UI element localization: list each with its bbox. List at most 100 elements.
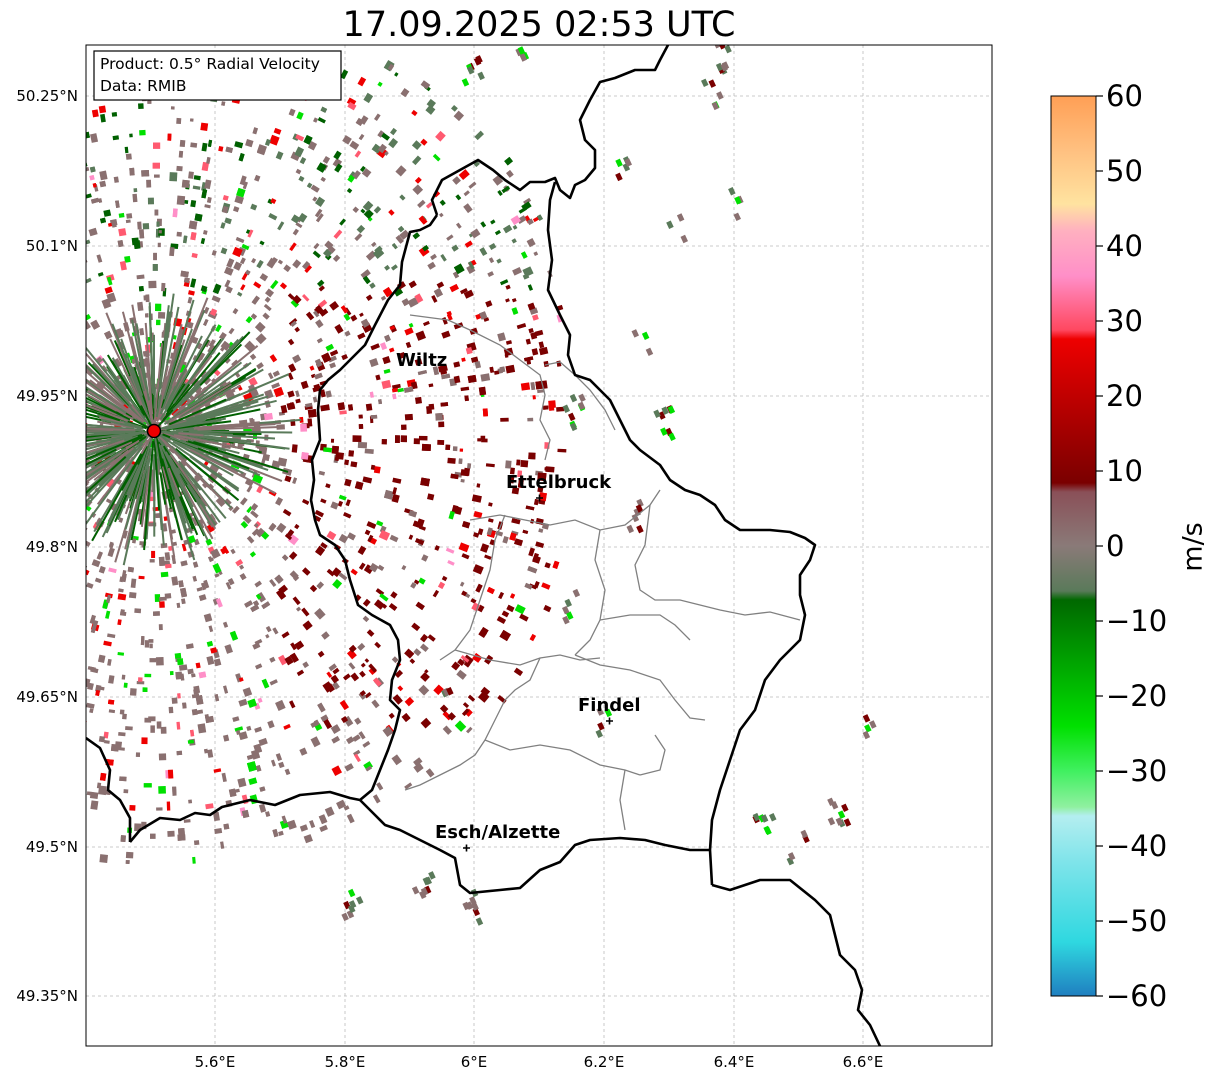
echo-pixel: [348, 904, 356, 914]
echo-pixel: [362, 740, 371, 748]
echo-pixel: [505, 298, 510, 303]
echo-pixel: [150, 725, 155, 733]
echo-pixel: [157, 242, 161, 248]
echo-pixel: [74, 767, 78, 771]
echo-pixel: [344, 763, 354, 772]
echo-streak: [86, 404, 129, 423]
echo-pixel: [191, 708, 198, 716]
echo-pixel: [211, 250, 217, 256]
radar-site-marker[interactable]: [146, 423, 162, 439]
echo-pixel: [461, 521, 471, 529]
echo-pixel: [281, 554, 289, 561]
echo-pixel: [234, 726, 244, 732]
echo-pixel: [277, 457, 288, 467]
echo-streak: [125, 445, 149, 496]
echo-pixel: [300, 380, 309, 390]
echo-pixel: [342, 135, 352, 145]
echo-pixel: [468, 181, 477, 189]
echo-pixel: [480, 221, 487, 228]
echo-pixel: [357, 76, 367, 87]
echo-pixel: [250, 419, 255, 424]
echo-pixel: [26, 420, 33, 424]
echo-pixel: [472, 564, 484, 575]
echo-streak: [177, 460, 227, 520]
echo-pixel: [295, 398, 301, 404]
echo-pixel: [524, 582, 533, 590]
lon-tick-label: 6.4°E: [714, 1053, 755, 1071]
echo-pixel: [27, 280, 36, 290]
echo-pixel: [658, 411, 666, 420]
echo-pixel: [358, 134, 365, 141]
echo-pixel: [0, 577, 1, 585]
echo-pixel: [5, 379, 10, 387]
echo-pixel: [381, 439, 387, 445]
echo-pixel: [339, 410, 347, 415]
echo-pixel: [363, 208, 374, 220]
echo-pixel: [364, 658, 370, 663]
echo-pixel: [15, 769, 20, 776]
echo-pixel: [13, 432, 21, 437]
echo-pixel: [43, 200, 50, 209]
echo-pixel: [596, 707, 604, 716]
echo-pixel: [116, 478, 122, 485]
echo-streak: [169, 436, 199, 449]
echo-pixel: [138, 575, 145, 580]
echo-pixel: [95, 689, 100, 696]
echo-pixel: [274, 574, 284, 584]
echo-pixel: [121, 573, 127, 583]
echo-streak: [86, 434, 145, 461]
echo-pixel: [532, 395, 536, 400]
map-area[interactable]: Wiltz Ettelbruck Findel Esch/Alzette Pro…: [0, 28, 992, 1046]
echo-pixel: [119, 260, 127, 271]
echo-pixel: [254, 726, 263, 733]
echo-pixel: [75, 561, 81, 567]
echo-pixel: [223, 685, 229, 694]
echo-pixel: [9, 231, 16, 237]
echo-pixel: [103, 640, 112, 647]
echo-pixel: [89, 619, 99, 625]
echo-pixel: [168, 706, 174, 714]
echo-pixel: [569, 393, 578, 403]
echo-streak: [147, 371, 152, 400]
echo-pixel: [64, 366, 72, 373]
echo-pixel: [0, 143, 4, 149]
echo-pixel: [319, 308, 329, 317]
echo-streak: [140, 435, 153, 455]
echo-pixel: [523, 197, 532, 205]
echo-pixel: [624, 158, 632, 167]
echo-pixel: [224, 217, 232, 225]
echo-pixel: [247, 229, 254, 238]
echo-pixel: [255, 765, 262, 772]
echo-pixel: [631, 513, 640, 523]
echo-pixel: [39, 288, 45, 294]
echo-pixel: [641, 331, 650, 341]
echo-pixel: [326, 671, 333, 678]
echo-pixel: [343, 512, 352, 519]
echo-pixel: [232, 308, 239, 315]
echo-pixel: [137, 301, 144, 311]
echo-pixel: [10, 165, 20, 175]
echo-pixel: [222, 621, 229, 628]
echo-pixel: [269, 354, 278, 363]
echo-pixel: [178, 828, 185, 837]
echo-pixel: [6, 472, 14, 480]
echo-pixel: [176, 195, 186, 206]
echo-pixel: [516, 459, 521, 466]
echo-pixel: [532, 552, 539, 562]
echo-streak: [86, 432, 126, 439]
echo-pixel: [3, 308, 10, 315]
echo-pixel: [13, 195, 20, 203]
echo-pixel: [255, 333, 267, 345]
echo-pixel: [302, 567, 311, 576]
echo-pixel: [631, 329, 639, 338]
echo-pixel: [152, 162, 160, 169]
echo-pixel: [13, 523, 22, 532]
echo-pixel: [36, 283, 43, 289]
echo-pixel: [0, 594, 6, 602]
echo-pixel: [401, 424, 407, 430]
echo-pixel: [20, 150, 28, 158]
echo-pixel: [7, 525, 15, 533]
echo-pixel: [38, 828, 47, 836]
echo-pixel: [470, 598, 477, 604]
echo-pixel: [133, 240, 141, 249]
